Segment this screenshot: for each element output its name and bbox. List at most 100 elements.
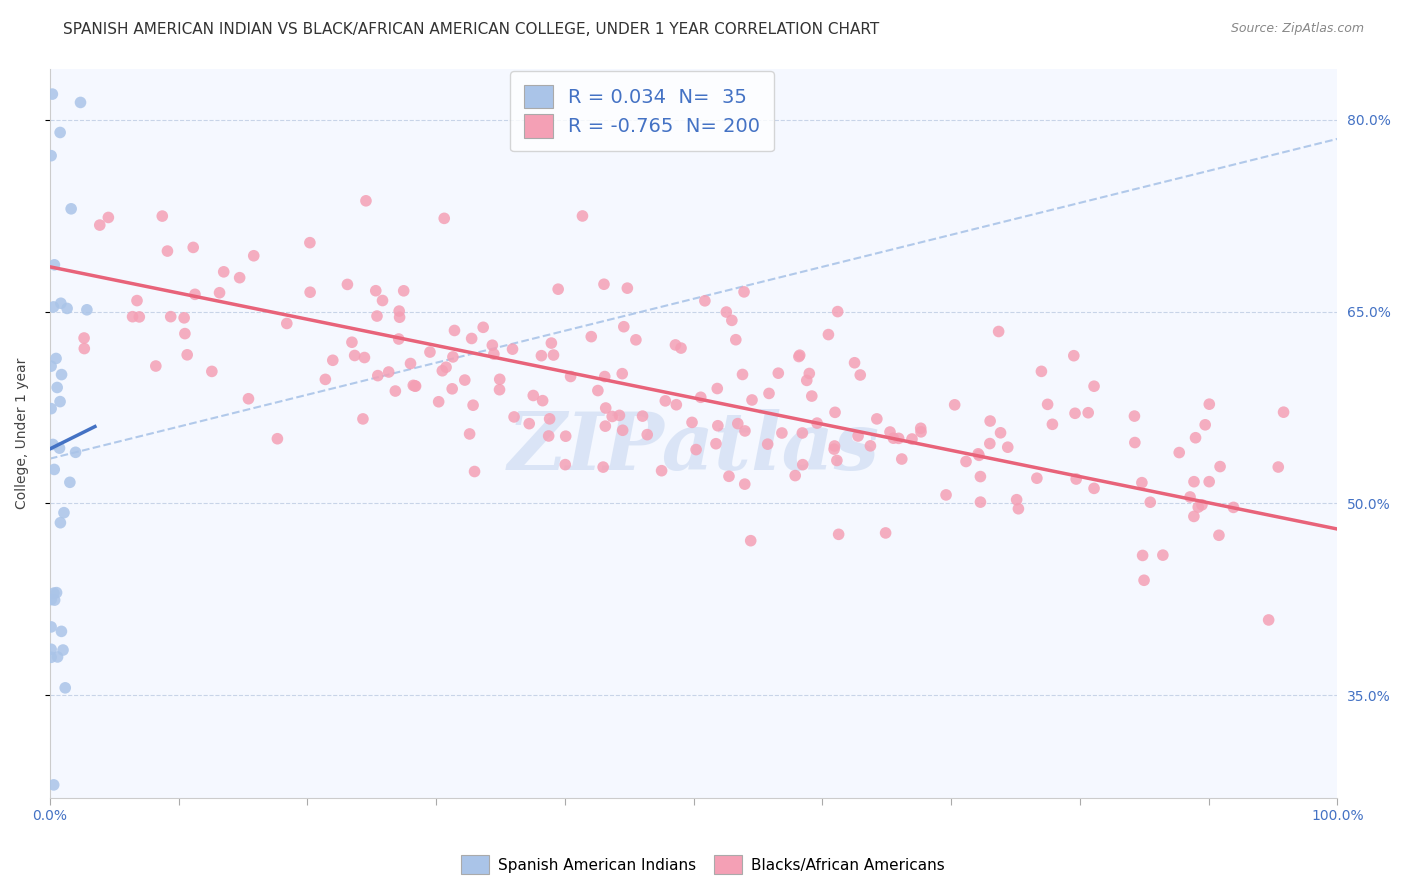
- Point: [664, 338, 686, 352]
- Point: [1083, 379, 1105, 393]
- Point: [1222, 500, 1244, 515]
- Point: [1063, 349, 1085, 363]
- Point: [1198, 397, 1220, 411]
- Point: [128, 310, 150, 324]
- Point: [859, 439, 882, 453]
- Point: [734, 424, 756, 438]
- Point: [454, 373, 477, 387]
- Point: [472, 320, 495, 334]
- Point: [503, 409, 526, 424]
- Point: [1257, 613, 1279, 627]
- Point: [434, 360, 457, 375]
- Point: [997, 440, 1019, 454]
- Point: [846, 429, 869, 443]
- Point: [768, 366, 790, 380]
- Point: [46, 650, 69, 665]
- Point: [53, 681, 76, 695]
- Point: [1182, 475, 1205, 489]
- Point: [42, 778, 65, 792]
- Point: [721, 313, 744, 327]
- Point: [624, 333, 647, 347]
- Point: [352, 412, 374, 426]
- Point: [441, 350, 464, 364]
- Point: [969, 495, 991, 509]
- Point: [42, 437, 65, 451]
- Point: [242, 249, 264, 263]
- Point: [42, 586, 65, 600]
- Point: [704, 436, 727, 450]
- Point: [537, 429, 560, 443]
- Point: [693, 293, 716, 308]
- Point: [1152, 548, 1174, 562]
- Legend: Spanish American Indians, Blacks/African Americans: Spanish American Indians, Blacks/African…: [456, 849, 950, 880]
- Point: [208, 285, 231, 300]
- Point: [1194, 417, 1216, 432]
- Point: [990, 425, 1012, 440]
- Point: [340, 335, 363, 350]
- Point: [176, 348, 198, 362]
- Point: [1123, 409, 1146, 423]
- Point: [73, 342, 96, 356]
- Point: [636, 427, 658, 442]
- Point: [592, 460, 614, 475]
- Point: [39, 650, 62, 665]
- Point: [796, 373, 818, 387]
- Point: [631, 409, 654, 423]
- Point: [707, 418, 730, 433]
- Point: [366, 309, 388, 323]
- Point: [388, 304, 411, 318]
- Point: [125, 293, 148, 308]
- Point: [441, 382, 464, 396]
- Point: [39, 620, 62, 634]
- Point: [51, 368, 73, 382]
- Point: [890, 452, 912, 467]
- Point: [685, 442, 707, 457]
- Text: Source: ZipAtlas.com: Source: ZipAtlas.com: [1230, 22, 1364, 36]
- Point: [799, 367, 821, 381]
- Point: [979, 436, 1001, 450]
- Point: [901, 432, 924, 446]
- Point: [49, 296, 72, 310]
- Point: [910, 425, 932, 439]
- Point: [1005, 492, 1028, 507]
- Point: [59, 475, 82, 490]
- Point: [595, 401, 617, 415]
- Point: [399, 357, 422, 371]
- Point: [612, 367, 634, 381]
- Point: [65, 445, 87, 459]
- Point: [595, 419, 617, 434]
- Point: [76, 302, 98, 317]
- Point: [49, 126, 72, 140]
- Point: [181, 240, 204, 254]
- Point: [887, 431, 910, 445]
- Point: [482, 347, 505, 361]
- Point: [967, 448, 990, 462]
- Point: [866, 412, 889, 426]
- Point: [402, 378, 425, 392]
- Legend: R = 0.034  N=  35, R = -0.765  N= 200: R = 0.034 N= 35, R = -0.765 N= 200: [510, 71, 775, 152]
- Point: [238, 392, 260, 406]
- Point: [460, 331, 482, 345]
- Point: [1168, 445, 1191, 459]
- Point: [716, 305, 738, 319]
- Point: [581, 329, 603, 343]
- Point: [1178, 490, 1201, 504]
- Point: [60, 202, 83, 216]
- Point: [789, 348, 811, 362]
- Point: [1064, 472, 1087, 486]
- Point: [689, 390, 711, 404]
- Point: [1182, 509, 1205, 524]
- Point: [150, 209, 173, 223]
- Point: [554, 458, 576, 472]
- Point: [654, 393, 676, 408]
- Point: [45, 351, 67, 366]
- Point: [910, 421, 932, 435]
- Point: [49, 394, 72, 409]
- Point: [733, 285, 755, 299]
- Point: [1208, 528, 1230, 542]
- Point: [51, 624, 73, 639]
- Point: [1077, 406, 1099, 420]
- Point: [547, 282, 569, 296]
- Point: [1139, 495, 1161, 509]
- Point: [44, 258, 66, 272]
